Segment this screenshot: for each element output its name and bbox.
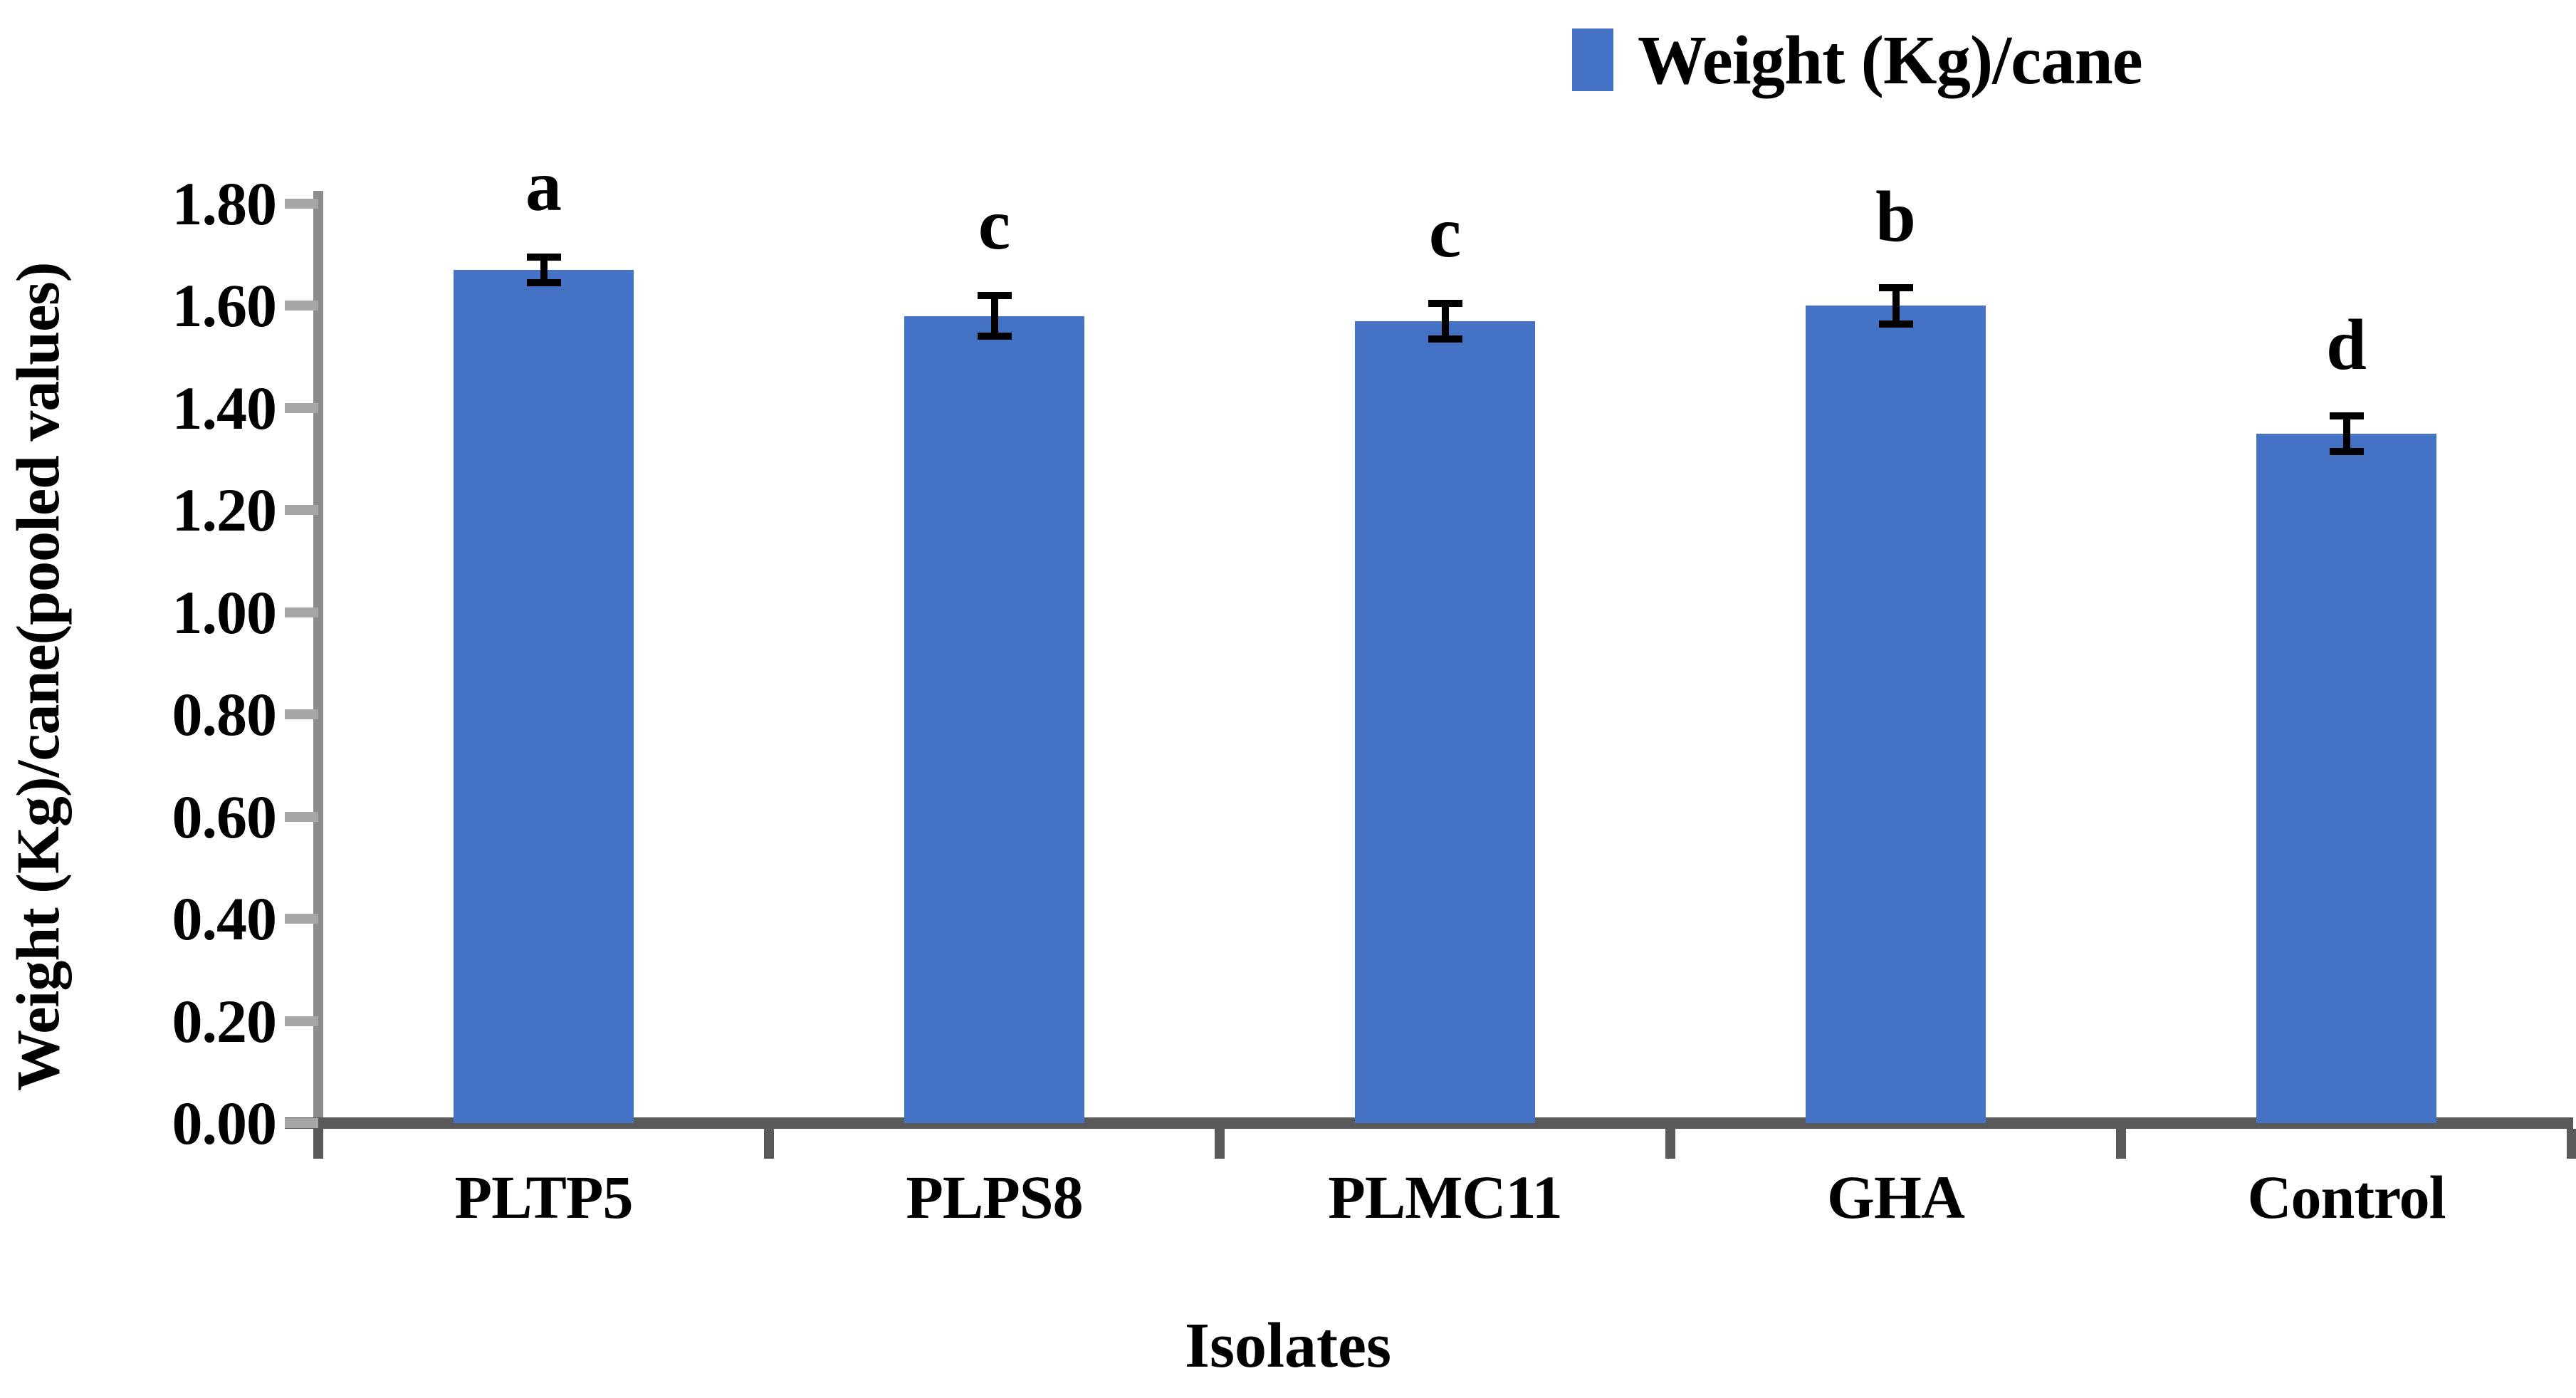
- significance-letter-plmc11: c: [1428, 192, 1462, 273]
- significance-letter-pltp5: a: [525, 146, 562, 227]
- x-tick: [313, 1129, 323, 1159]
- bar-plmc11: [1355, 320, 1535, 1123]
- error-bar-cap-bottom: [1878, 320, 1913, 328]
- category-label-pltp5: PLTP5: [454, 1163, 634, 1231]
- bar-pltp5: [454, 270, 634, 1123]
- y-tick-label: 0.40: [172, 885, 278, 954]
- x-tick: [1215, 1129, 1225, 1159]
- bar-gha: [1806, 306, 1986, 1123]
- y-axis-line: [313, 191, 323, 1123]
- error-bar-cap-bottom: [526, 279, 561, 287]
- x-tick: [764, 1129, 774, 1159]
- significance-letter-control: d: [2326, 304, 2367, 385]
- y-tick: [285, 301, 318, 311]
- y-tick-label: 0.20: [172, 986, 278, 1055]
- x-tick: [2116, 1129, 2126, 1159]
- category-label-plps8: PLPS8: [906, 1163, 1083, 1231]
- error-bar: [2342, 415, 2350, 452]
- y-tick: [285, 402, 318, 413]
- error-bar-cap-bottom: [1428, 335, 1462, 343]
- significance-letter-gha: b: [1875, 177, 1916, 258]
- y-tick-label: 1.20: [172, 476, 278, 545]
- error-bar-cap-top: [2329, 412, 2364, 419]
- error-bar-cap-top: [526, 254, 561, 261]
- error-bar-cap-bottom: [2329, 447, 2364, 455]
- y-tick: [285, 607, 318, 617]
- x-axis-title: Isolates: [1185, 1310, 1391, 1381]
- x-tick: [2567, 1129, 2576, 1159]
- y-tick: [285, 505, 318, 516]
- y-tick: [285, 914, 318, 924]
- y-tick: [285, 1016, 318, 1026]
- y-tick-label: 0.80: [172, 680, 278, 749]
- legend-label: Weight (Kg)/cane: [1638, 21, 2143, 98]
- y-tick-label: 1.00: [172, 578, 278, 647]
- error-bar: [1892, 288, 1900, 324]
- y-tick: [285, 199, 318, 209]
- legend-swatch: [1572, 28, 1613, 91]
- category-label-control: Control: [2247, 1163, 2446, 1231]
- error-bar-cap-top: [977, 292, 1012, 300]
- x-axis-line: [285, 1117, 2573, 1129]
- category-label-gha: GHA: [1827, 1163, 1965, 1231]
- error-bar-cap-top: [1878, 284, 1913, 292]
- error-bar: [990, 296, 998, 337]
- y-tick: [285, 709, 318, 720]
- y-tick: [285, 811, 318, 822]
- category-label-plmc11: PLMC11: [1328, 1163, 1562, 1231]
- significance-letter-plps8: c: [978, 184, 1011, 266]
- error-bar: [540, 257, 548, 283]
- error-bar-cap-bottom: [977, 333, 1012, 340]
- y-tick: [285, 1118, 318, 1128]
- legend: Weight (Kg)/cane: [1572, 17, 2143, 103]
- y-tick-label: 1.80: [172, 169, 278, 238]
- x-tick: [1665, 1129, 1675, 1159]
- bar-plps8: [904, 315, 1084, 1123]
- y-tick-label: 0.60: [172, 782, 278, 851]
- error-bar-cap-top: [1428, 299, 1462, 307]
- y-tick-label: 1.40: [172, 373, 278, 442]
- bar-control: [2256, 433, 2436, 1123]
- y-axis-title: Weight (Kg)/cane(pooled values): [4, 262, 72, 1091]
- y-tick-label: 1.60: [172, 271, 278, 340]
- y-tick-label: 0.00: [172, 1089, 278, 1157]
- error-bar: [1441, 303, 1449, 340]
